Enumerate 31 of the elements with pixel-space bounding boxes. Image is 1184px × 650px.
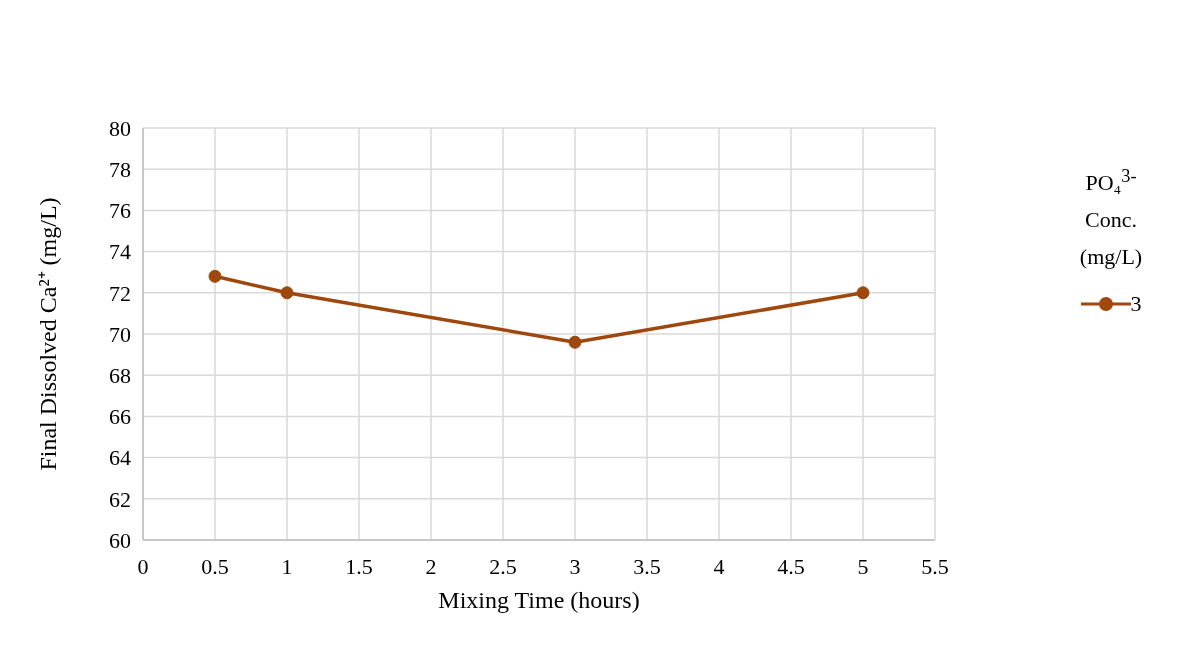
y-tick-label: 74: [109, 239, 131, 265]
point: [208, 269, 222, 283]
x-tick-label: 4.5: [777, 553, 805, 579]
y-tick-label: 78: [109, 157, 131, 183]
y-tick-label: 60: [109, 527, 131, 553]
x-tick-label: 0.5: [201, 553, 229, 579]
y-tick-label: 62: [109, 486, 131, 512]
x-tick-label: 3: [569, 553, 581, 579]
legend-title: PO₄$^{3-}$ Conc. (mg/L): [1078, 165, 1144, 272]
point: [568, 335, 582, 349]
y-tick-label: 72: [109, 280, 131, 306]
y-tick-label: 68: [109, 363, 131, 389]
point: [280, 286, 294, 300]
x-tick-label: 1.5: [345, 553, 373, 579]
x-tick-label: 1: [281, 553, 293, 579]
x-tick-label: 2: [425, 553, 437, 579]
y-tick-label: 80: [109, 115, 131, 141]
y-tick-label: 66: [109, 404, 131, 430]
x-tick-label: 5.5: [921, 553, 949, 579]
legend-label: 3: [1130, 290, 1142, 319]
y-tick-label: 76: [109, 198, 131, 224]
x-tick-label: 2.5: [489, 553, 517, 579]
point: [856, 286, 870, 300]
x-tick-label: 3.5: [633, 553, 661, 579]
x-axis-title: Mixing Time (hours): [438, 587, 640, 613]
x-tick-label: 0: [137, 553, 149, 579]
x-tick-label: 4: [713, 553, 725, 579]
y-tick-label: 64: [109, 445, 131, 471]
y-tick-label: 70: [109, 321, 131, 347]
x-tick-label: 5: [857, 553, 869, 579]
y-axis-title: Final Dissolved Ca²⁺ (mg/L): [35, 197, 61, 471]
